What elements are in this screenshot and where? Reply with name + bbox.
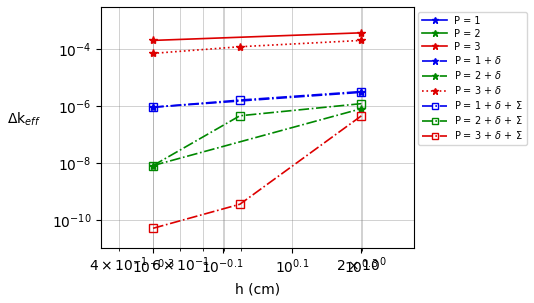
X-axis label: h (cm): h (cm) (235, 282, 280, 296)
Y-axis label: Δk$_{eff}$: Δk$_{eff}$ (7, 110, 41, 128)
Legend: P = 1, P = 2, P = 3, P = 1 + $\delta$, P = 2 + $\delta$, P = 3 + $\delta$, P = 1: P = 1, P = 2, P = 3, P = 1 + $\delta$, P… (419, 12, 527, 145)
